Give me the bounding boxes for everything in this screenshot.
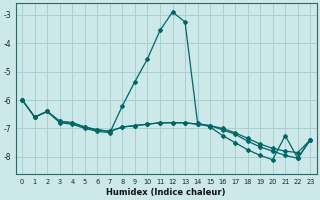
X-axis label: Humidex (Indice chaleur): Humidex (Indice chaleur) [107, 188, 226, 197]
